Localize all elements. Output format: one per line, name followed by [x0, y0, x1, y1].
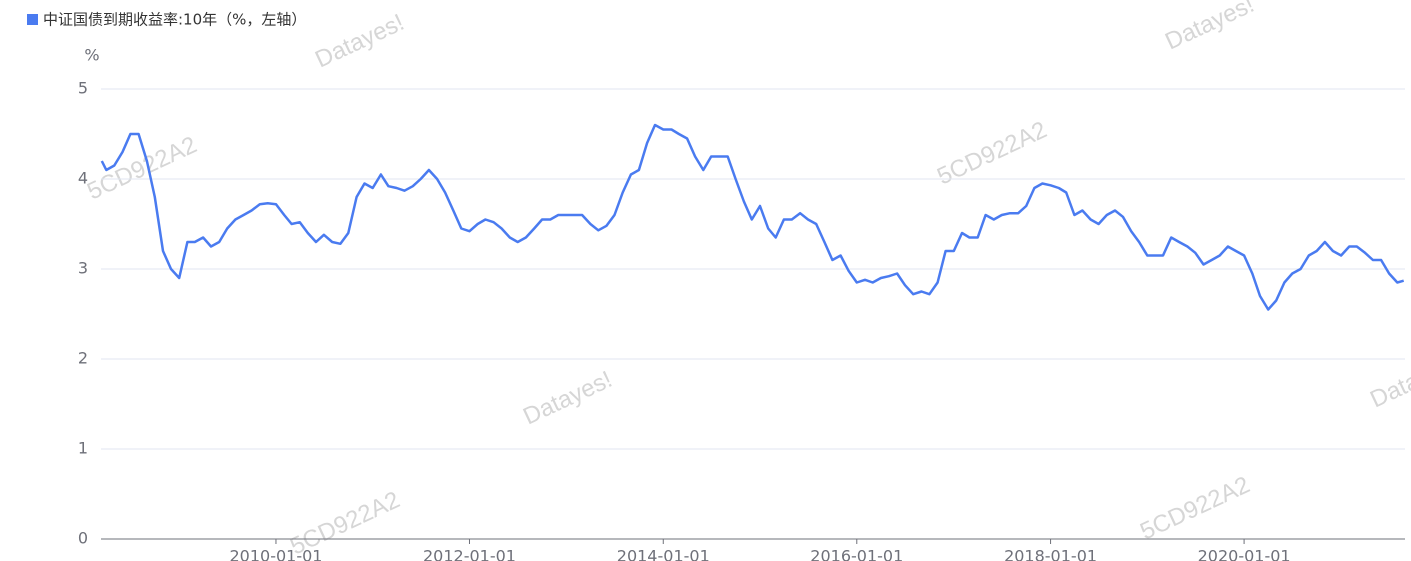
x-tick-label: 2014-01-01: [617, 547, 710, 561]
y-tick-label: 4: [78, 169, 88, 188]
y-axis-unit: %: [84, 46, 99, 65]
legend-swatch: [27, 14, 38, 25]
y-tick-label: 0: [78, 529, 88, 548]
y-tick-label: 3: [78, 259, 88, 278]
x-tick-label: 2012-01-01: [423, 547, 516, 561]
line-series: [100, 123, 1405, 311]
y-tick-label: 2: [78, 349, 88, 368]
watermark: 5CD922A2: [1136, 471, 1254, 545]
watermark: Datayes!: [519, 366, 616, 431]
x-tick-label: 2018-01-01: [1004, 547, 1097, 561]
x-tick-label: 2016-01-01: [810, 547, 903, 561]
watermarks: Datayes! Datayes! Datayes! Datayes! 5CD9…: [83, 0, 1411, 560]
legend-label: 中证国债到期收益率:10年（%，左轴）: [43, 11, 306, 29]
x-tick-label: 2020-01-01: [1198, 547, 1291, 561]
watermark: Datayes!: [311, 9, 408, 74]
watermark: Datayes!: [1161, 0, 1258, 55]
y-tick-label: 1: [78, 439, 88, 458]
y-tick-label: 5: [78, 79, 88, 98]
x-tick-label: 2010-01-01: [229, 547, 322, 561]
